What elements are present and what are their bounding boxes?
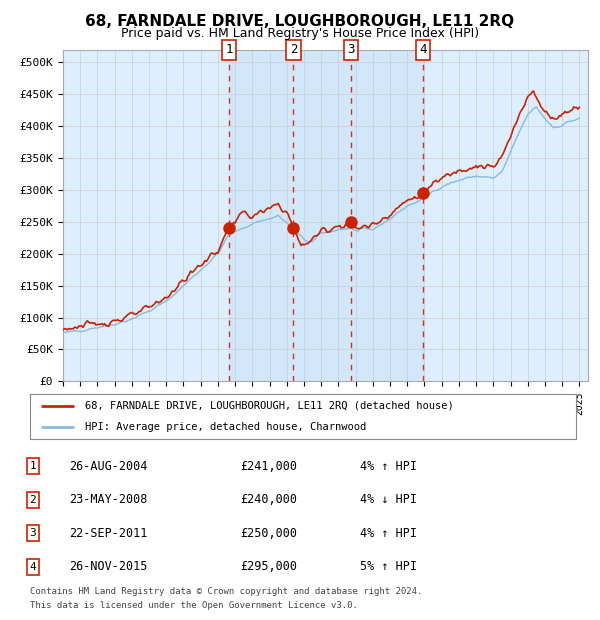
Text: HPI: Average price, detached house, Charnwood: HPI: Average price, detached house, Char… [85,422,366,432]
Text: 68, FARNDALE DRIVE, LOUGHBOROUGH, LE11 2RQ: 68, FARNDALE DRIVE, LOUGHBOROUGH, LE11 2… [85,14,515,29]
Text: 26-NOV-2015: 26-NOV-2015 [69,560,148,573]
Text: 4% ↑ HPI: 4% ↑ HPI [360,460,417,472]
Text: Contains HM Land Registry data © Crown copyright and database right 2024.: Contains HM Land Registry data © Crown c… [30,587,422,596]
Text: 4: 4 [29,562,37,572]
Text: 4: 4 [419,43,427,56]
Text: 2: 2 [29,495,37,505]
Bar [229,50,423,381]
Text: This data is licensed under the Open Government Licence v3.0.: This data is licensed under the Open Gov… [30,601,358,610]
Text: 1: 1 [226,43,233,56]
Text: £240,000: £240,000 [240,494,297,506]
Text: 3: 3 [347,43,355,56]
Text: 2: 2 [290,43,297,56]
Text: 22-SEP-2011: 22-SEP-2011 [69,527,148,539]
Text: Price paid vs. HM Land Registry's House Price Index (HPI): Price paid vs. HM Land Registry's House … [121,27,479,40]
Text: 1: 1 [29,461,37,471]
Text: 4% ↓ HPI: 4% ↓ HPI [360,494,417,506]
Text: £250,000: £250,000 [240,527,297,539]
Text: 23-MAY-2008: 23-MAY-2008 [69,494,148,506]
Text: £295,000: £295,000 [240,560,297,573]
Text: 26-AUG-2004: 26-AUG-2004 [69,460,148,472]
Text: 4% ↑ HPI: 4% ↑ HPI [360,527,417,539]
Text: 5% ↑ HPI: 5% ↑ HPI [360,560,417,573]
Text: £241,000: £241,000 [240,460,297,472]
Text: 68, FARNDALE DRIVE, LOUGHBOROUGH, LE11 2RQ (detached house): 68, FARNDALE DRIVE, LOUGHBOROUGH, LE11 2… [85,401,454,411]
Text: 3: 3 [29,528,37,538]
